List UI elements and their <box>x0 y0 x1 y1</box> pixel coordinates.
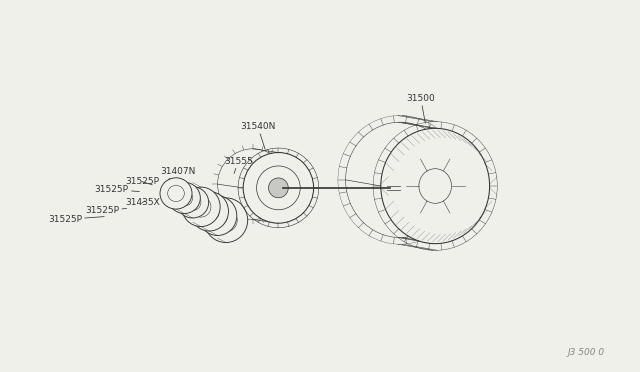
Text: 31525P: 31525P <box>125 177 159 186</box>
Ellipse shape <box>207 205 228 226</box>
Ellipse shape <box>160 178 192 209</box>
Text: J3 500 0: J3 500 0 <box>568 348 605 357</box>
Ellipse shape <box>218 149 288 219</box>
Ellipse shape <box>419 169 452 203</box>
Ellipse shape <box>381 128 490 244</box>
Ellipse shape <box>269 178 288 198</box>
Text: 31555: 31555 <box>224 157 253 173</box>
Ellipse shape <box>184 194 201 211</box>
Ellipse shape <box>346 122 454 238</box>
Ellipse shape <box>214 209 237 232</box>
Ellipse shape <box>176 190 193 206</box>
Ellipse shape <box>243 153 314 223</box>
Ellipse shape <box>204 198 248 243</box>
Ellipse shape <box>257 166 300 210</box>
Ellipse shape <box>198 196 237 235</box>
Ellipse shape <box>168 182 200 214</box>
Text: 31407N: 31407N <box>160 167 195 179</box>
Ellipse shape <box>199 201 220 222</box>
Ellipse shape <box>182 187 220 227</box>
Text: 31525P: 31525P <box>95 185 140 194</box>
Text: 31525P: 31525P <box>48 215 104 224</box>
Ellipse shape <box>177 187 209 218</box>
Text: 31525P: 31525P <box>85 206 127 215</box>
Ellipse shape <box>191 196 211 217</box>
Ellipse shape <box>190 192 228 231</box>
Ellipse shape <box>168 185 184 202</box>
Text: 31540N: 31540N <box>240 122 275 149</box>
Text: 31435X: 31435X <box>125 198 159 207</box>
Text: 31500: 31500 <box>406 94 435 123</box>
